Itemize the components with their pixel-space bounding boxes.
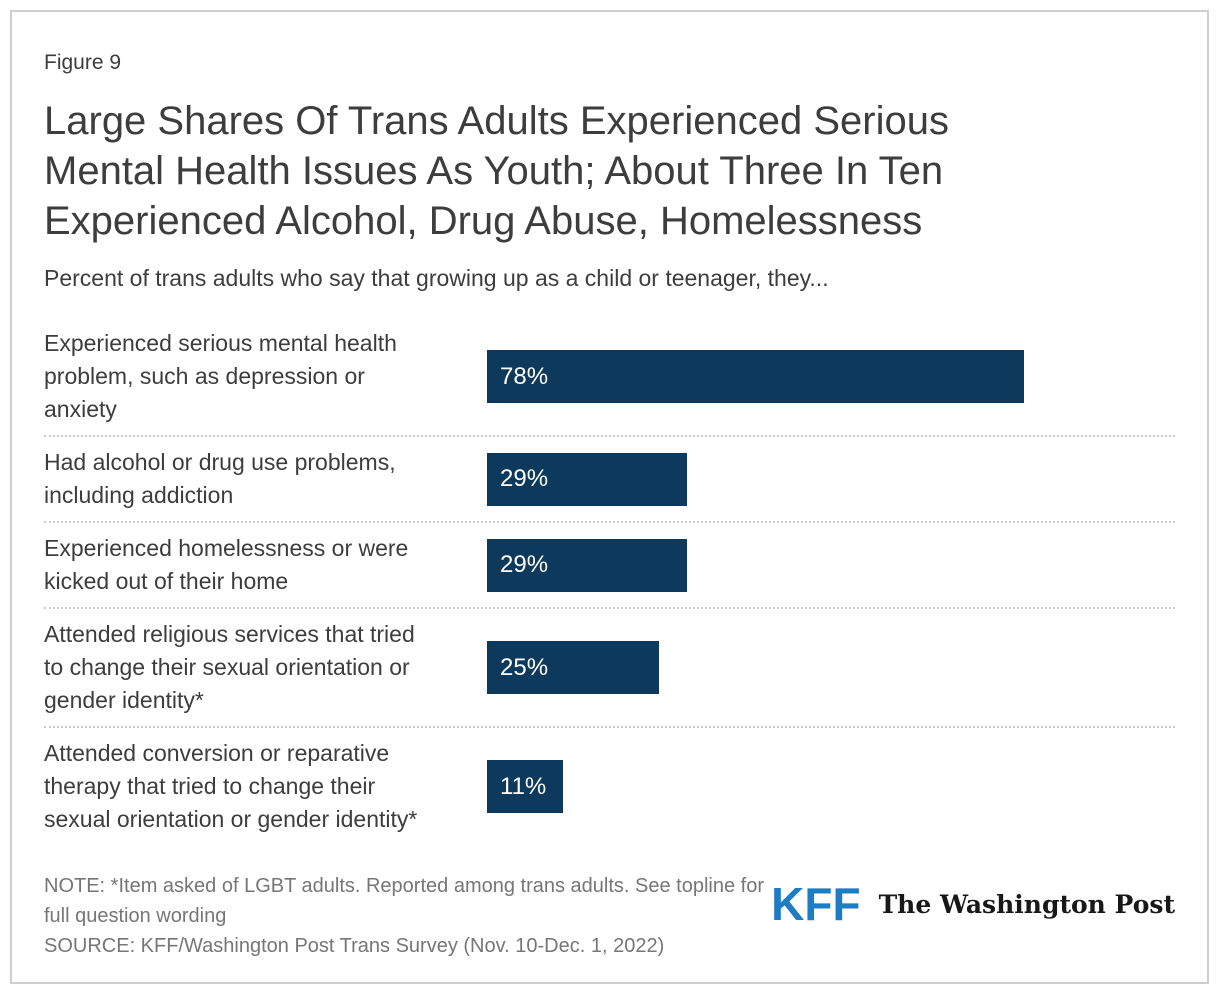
kff-logo: KFF — [771, 878, 861, 930]
bar-value-label: 29% — [500, 551, 549, 578]
bar-area: 78% — [487, 350, 1175, 403]
bar: 11% — [487, 760, 563, 813]
bar: 25% — [487, 641, 659, 694]
bar-value-label: 11% — [500, 772, 547, 800]
category-label: Experienced serious mental health proble… — [44, 330, 397, 422]
chart-row: Attended religious services that tried t… — [44, 609, 1175, 728]
bar: 29% — [487, 452, 687, 506]
note-text: NOTE: *Item asked of LGBT adults. Report… — [44, 875, 764, 897]
bar-value-label: 29% — [500, 465, 549, 492]
bar-area: 11% — [487, 760, 1175, 813]
source-text: SOURCE: KFF/Washington Post Trans Survey… — [44, 935, 665, 957]
chart-title-line: Large Shares Of Trans Adults Experienced… — [44, 99, 949, 143]
bar-area: 29% — [487, 452, 1175, 506]
note-text: full question wording — [44, 905, 227, 927]
bar-value-label: 25% — [500, 653, 549, 681]
chart-title: Large Shares Of Trans Adults Experienced… — [44, 96, 1175, 246]
category-label: Attended conversion or reparative therap… — [44, 740, 418, 832]
chart-row: Experienced homelessness or were kicked … — [44, 523, 1175, 609]
footnotes: NOTE: *Item asked of LGBT adults. Report… — [44, 871, 764, 961]
category-label: Attended religious services that tried t… — [44, 621, 415, 713]
figure-label: Figure 9 — [44, 51, 122, 74]
bar-area: 29% — [487, 538, 1175, 592]
category-label: Had alcohol or drug use problems, includ… — [44, 449, 396, 508]
bar-area: 25% — [487, 641, 1175, 694]
bar-value-label: 78% — [500, 362, 549, 390]
chart-row: Had alcohol or drug use problems, includ… — [44, 437, 1175, 523]
bar: 29% — [487, 538, 687, 592]
bar-chart: Experienced serious mental health proble… — [44, 318, 1175, 845]
chart-row: Experienced serious mental health proble… — [44, 318, 1175, 437]
chart-row: Attended conversion or reparative therap… — [44, 728, 1175, 845]
chart-subtitle: Percent of trans adults who say that gro… — [44, 265, 829, 291]
logo-group: KFF The Washington Post — [771, 881, 1175, 927]
washington-post-logo: The Washington Post — [878, 889, 1175, 919]
figure-card: Figure 9 Large Shares Of Trans Adults Ex… — [10, 10, 1209, 984]
bar: 78% — [487, 350, 1024, 403]
category-label: Experienced homelessness or were kicked … — [44, 535, 409, 594]
figure-footer: NOTE: *Item asked of LGBT adults. Report… — [44, 871, 1175, 961]
chart-title-line: Experienced Alcohol, Drug Abuse, Homeles… — [44, 199, 923, 243]
chart-title-line: Mental Health Issues As Youth; About Thr… — [44, 149, 944, 193]
